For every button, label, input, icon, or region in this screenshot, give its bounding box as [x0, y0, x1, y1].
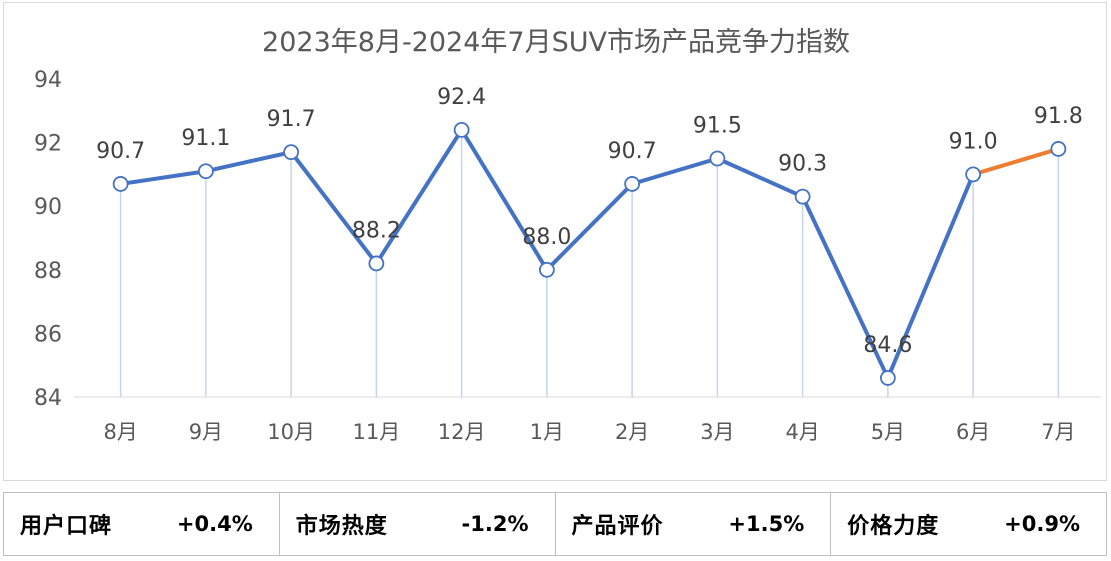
data-label: 91.7: [267, 107, 316, 132]
metric-market-heat: 市场热度 -1.2%: [280, 493, 556, 555]
x-tick-label: 2月: [615, 420, 649, 444]
metric-label: 市场热度: [295, 514, 388, 539]
data-label: 90.3: [778, 152, 827, 177]
x-tick-label: 3月: [700, 420, 734, 444]
metric-value: +0.9%: [1004, 512, 1080, 536]
data-label: 88.0: [522, 225, 571, 250]
chart-frame: 2023年8月-2024年7月SUV市场产品竞争力指数 84 86 88 90 92 94 9…: [3, 2, 1107, 481]
data-label: 91.5: [693, 114, 742, 139]
metric-user-reputation: 用户口碑 +0.4%: [4, 493, 280, 555]
metric-label: 用户口碑: [20, 514, 113, 539]
metric-value: +0.4%: [176, 512, 253, 536]
metric-value: +1.5%: [728, 512, 805, 536]
y-tick-label: 88: [34, 259, 62, 284]
x-tick-label: 9月: [189, 420, 223, 444]
data-point: [794, 188, 811, 205]
data-label: 91.0: [949, 129, 998, 154]
data-label: 90.7: [96, 139, 145, 164]
x-tick-label: 7月: [1041, 420, 1075, 444]
x-tick-label: 4月: [785, 420, 819, 444]
data-point: [538, 261, 555, 278]
metric-product-rating: 产品评价 +1.5%: [556, 493, 832, 555]
data-point: [879, 370, 896, 386]
data-point: [112, 176, 129, 192]
y-tick-label: 94: [34, 68, 62, 93]
x-tick-label: 12月: [438, 420, 486, 444]
data-point: [965, 166, 982, 183]
y-tick-label: 90: [34, 195, 62, 220]
y-tick-label: 92: [34, 132, 62, 157]
metric-value: -1.2%: [461, 512, 529, 536]
data-label: 91.8: [1034, 104, 1083, 129]
data-label: 92.4: [437, 85, 486, 110]
metric-label: 产品评价: [571, 514, 664, 539]
data-label: 84.6: [863, 333, 912, 358]
metric-price-strength: 价格力度 +0.9%: [831, 493, 1106, 555]
metric-label: 价格力度: [847, 514, 940, 539]
data-label: 90.7: [608, 139, 657, 164]
data-point: [283, 144, 300, 161]
line-chart: 2023年8月-2024年7月SUV市场产品竞争力指数 84 86 88 90 92 94 9…: [34, 27, 1101, 444]
data-point: [197, 163, 214, 180]
x-tick-label: 1月: [530, 420, 564, 444]
data-point: [624, 176, 641, 192]
data-label: 88.2: [352, 218, 401, 243]
x-tick-label: 5月: [871, 420, 905, 444]
data-point: [453, 121, 470, 138]
chart-title: 2023年8月-2024年7月SUV市场产品竞争力指数: [262, 27, 850, 58]
metrics-bar: 用户口碑 +0.4% 市场热度 -1.2% 产品评价 +1.5% 价格力度 +0…: [3, 492, 1107, 556]
y-tick-label: 86: [34, 322, 62, 347]
data-point: [368, 255, 385, 272]
y-tick-label: 84: [34, 386, 62, 411]
x-tick-label: 8月: [103, 420, 137, 444]
x-tick-label: 10月: [267, 420, 315, 444]
data-point: [1050, 141, 1067, 157]
x-tick-label: 6月: [956, 420, 990, 444]
data-point: [709, 150, 726, 167]
data-label: 91.1: [181, 126, 230, 151]
x-tick-label: 11月: [353, 420, 401, 444]
highlight-segment: [971, 146, 1061, 177]
